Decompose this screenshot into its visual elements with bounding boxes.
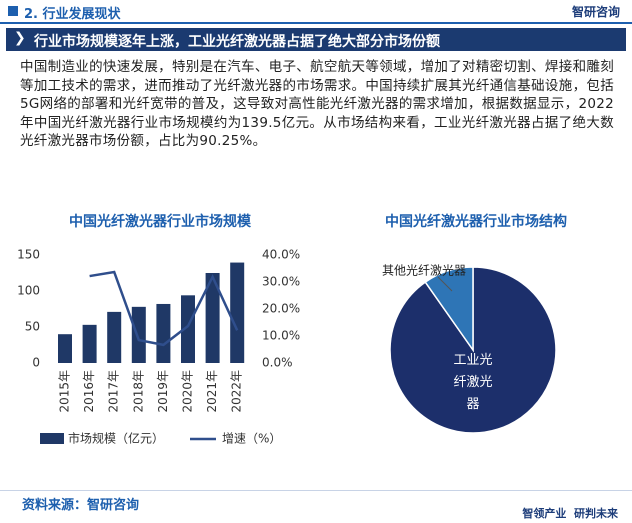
leader-line: [437, 276, 453, 292]
y-tick-label: 0: [32, 356, 40, 370]
legend-label: 增速（%）: [222, 432, 281, 446]
y2-tick-label: 40.0%: [262, 248, 300, 262]
x-tick-label: 2018年: [131, 370, 145, 413]
x-tick-label: 2017年: [107, 370, 121, 413]
source: 资料来源：智研咨询: [22, 498, 140, 513]
legend-swatch: [40, 433, 64, 444]
x-tick-label: 2020年: [181, 370, 195, 413]
chart-title: 中国光纤激光器行业市场规模: [69, 213, 252, 230]
y2-tick-label: 0.0%: [262, 356, 293, 370]
footer-rule: [0, 490, 632, 491]
section-icon: [8, 6, 18, 16]
y-tick-label: 100: [17, 284, 40, 298]
y2-tick-label: 30.0%: [262, 275, 300, 289]
title-banner: [6, 28, 626, 51]
y2-tick-label: 20.0%: [262, 302, 300, 316]
bar: [107, 311, 122, 363]
paragraph: 中国制造业的快速发展，特别是在汽车、电子、航空航天等领域，增加了对精密切割、焊接…: [20, 59, 614, 149]
y-tick-label: 150: [17, 248, 40, 262]
chart-title: 中国光纤激光器行业市场结构: [385, 213, 567, 230]
y-tick-label: 50: [25, 320, 40, 334]
header-rule: [0, 22, 632, 24]
x-tick-label: 2016年: [82, 370, 96, 413]
bar: [230, 262, 245, 363]
growth-line: [89, 270, 239, 347]
bar: [82, 324, 97, 363]
section-title: 2. 行业发展现状: [24, 7, 121, 22]
bar: [181, 295, 195, 363]
pie-label: 工业光纤激光器: [453, 353, 493, 412]
banner-icon: ❯: [14, 30, 26, 46]
bar: [58, 334, 72, 363]
bar: [205, 273, 220, 363]
y2-tick-label: 10.0%: [262, 329, 300, 343]
x-tick-label: 2019年: [156, 370, 170, 413]
bar: [156, 303, 171, 363]
pie-slice: [424, 266, 474, 353]
bar: [131, 306, 146, 363]
x-tick-label: 2015年: [58, 370, 72, 413]
pie-label: 其他光纤激光器: [382, 264, 466, 278]
logo: 智研咨询: [571, 5, 620, 19]
x-tick-label: 2021年: [205, 370, 219, 413]
x-tick-label: 2022年: [230, 370, 244, 413]
legend-label: 市场规模（亿元）: [68, 431, 164, 446]
footer-slogan: 智领产业 研判未来: [522, 507, 618, 520]
title: 行业市场规模逐年上涨，工业光纤激光器占据了绝大部分市场份额: [34, 34, 440, 50]
